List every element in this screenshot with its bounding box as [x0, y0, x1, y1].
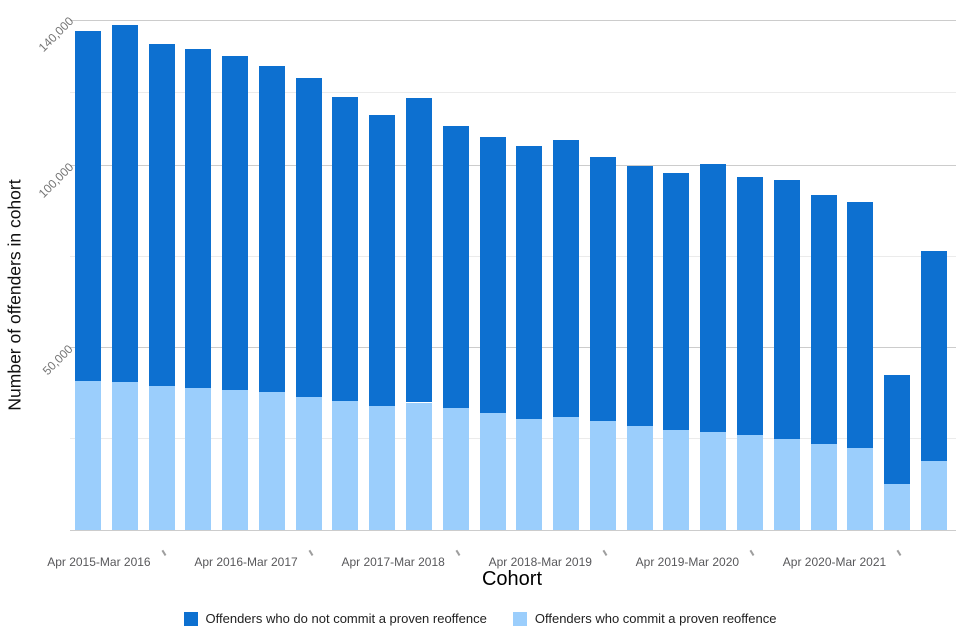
- bar-segment-no-reoffence[interactable]: [553, 140, 580, 418]
- x-axis-group-label: Apr 2020-Mar 2021: [782, 555, 887, 569]
- x-axis-tick-mark: [896, 550, 902, 556]
- x-axis-tick-mark: [161, 550, 166, 556]
- bar-segment-reoffence[interactable]: [185, 387, 212, 530]
- bar-segment-reoffence[interactable]: [553, 417, 580, 530]
- bar-segment-reoffence[interactable]: [295, 397, 322, 530]
- bar-segment-reoffence[interactable]: [737, 435, 764, 530]
- bar-segment-no-reoffence[interactable]: [369, 114, 396, 407]
- bar-segment-reoffence[interactable]: [773, 438, 800, 530]
- bar-segment-reoffence[interactable]: [700, 431, 727, 530]
- legend-swatch-icon: [183, 611, 198, 626]
- bar-segment-reoffence[interactable]: [75, 380, 101, 530]
- legend-item: Offenders who commit a proven reoffence: [512, 611, 777, 626]
- bar-segment-reoffence[interactable]: [479, 413, 506, 530]
- y-axis-tick-label: 50,000: [40, 341, 76, 378]
- x-axis-group-label: Apr 2019-Mar 2020: [635, 555, 740, 569]
- bar-segment-reoffence[interactable]: [406, 402, 433, 530]
- x-axis-title: Cohort: [481, 568, 543, 590]
- legend-series-label: Offenders who commit a proven reoffence: [534, 611, 777, 626]
- y-axis-title: Number of offenders in cohort: [4, 179, 25, 411]
- bar-segment-no-reoffence[interactable]: [737, 176, 764, 436]
- bar-segment-no-reoffence[interactable]: [479, 136, 506, 414]
- bar-segment-no-reoffence[interactable]: [111, 25, 138, 383]
- x-axis-group-label: Apr 2016-Mar 2017: [194, 555, 298, 569]
- bar-segment-no-reoffence[interactable]: [185, 49, 212, 388]
- bar-segment-reoffence[interactable]: [369, 406, 396, 530]
- bar-segment-no-reoffence[interactable]: [773, 180, 800, 439]
- x-axis-group-label: Apr 2018-Mar 2019: [488, 555, 592, 569]
- bar-segment-no-reoffence[interactable]: [847, 202, 874, 449]
- bar-segment-reoffence[interactable]: [884, 484, 911, 530]
- chart-legend: Offenders who do not commit a proven reo…: [0, 611, 960, 626]
- x-axis-tick-mark: [602, 550, 607, 556]
- bar-segment-no-reoffence[interactable]: [626, 165, 653, 427]
- bar-segment-reoffence[interactable]: [920, 460, 947, 530]
- x-axis-tick-mark: [308, 550, 313, 556]
- legend-item: Offenders who do not commit a proven reo…: [183, 611, 487, 626]
- legend-swatch-icon: [512, 611, 527, 626]
- bar-segment-reoffence[interactable]: [847, 448, 874, 530]
- legend-series-label: Offenders who do not commit a proven reo…: [205, 611, 487, 626]
- y-axis-tick-label: 100,000: [35, 159, 76, 201]
- bar-segment-no-reoffence[interactable]: [442, 125, 469, 408]
- bar-segment-no-reoffence[interactable]: [75, 30, 101, 381]
- bar-segment-reoffence[interactable]: [148, 386, 175, 530]
- bar-segment-no-reoffence[interactable]: [258, 65, 285, 392]
- x-axis-tick-mark: [749, 550, 754, 556]
- bar-segment-reoffence[interactable]: [810, 444, 837, 530]
- bar-segment-no-reoffence[interactable]: [516, 145, 543, 419]
- y-major-gridline: [70, 19, 956, 21]
- bar-segment-no-reoffence[interactable]: [920, 251, 947, 461]
- bar-segment-no-reoffence[interactable]: [700, 163, 727, 432]
- bar-segment-reoffence[interactable]: [222, 389, 249, 530]
- bar-segment-no-reoffence[interactable]: [810, 194, 837, 445]
- bar-segment-no-reoffence[interactable]: [222, 56, 249, 390]
- y-axis-tick-label: 140,000: [35, 14, 76, 55]
- bar-segment-reoffence[interactable]: [589, 420, 616, 530]
- bar-segment-no-reoffence[interactable]: [406, 98, 433, 403]
- bar-segment-no-reoffence[interactable]: [589, 156, 616, 421]
- bar-segment-no-reoffence[interactable]: [884, 375, 911, 485]
- x-axis-group-label: Apr 2015-Mar 2016: [47, 555, 151, 569]
- bar-segment-reoffence[interactable]: [442, 407, 469, 530]
- x-axis-group-label: Apr 2017-Mar 2018: [341, 555, 445, 569]
- x-axis-tick-mark: [455, 550, 460, 556]
- bar-segment-reoffence[interactable]: [516, 418, 543, 530]
- bar-segment-reoffence[interactable]: [663, 429, 690, 530]
- bar-segment-no-reoffence[interactable]: [332, 96, 359, 401]
- bar-segment-no-reoffence[interactable]: [295, 78, 322, 398]
- bar-segment-reoffence[interactable]: [258, 391, 285, 530]
- bar-segment-reoffence[interactable]: [332, 400, 359, 530]
- bar-segment-reoffence[interactable]: [111, 382, 138, 530]
- bar-segment-reoffence[interactable]: [626, 426, 653, 530]
- bar-segment-no-reoffence[interactable]: [148, 43, 175, 387]
- bar-segment-no-reoffence[interactable]: [663, 173, 690, 430]
